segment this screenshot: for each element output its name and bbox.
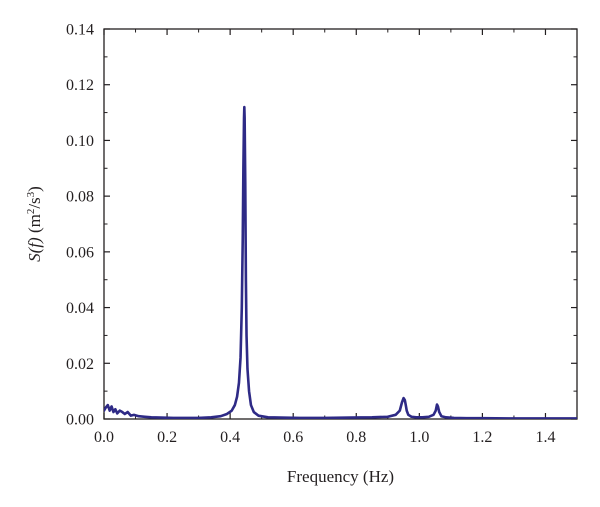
y-axis-tick-labels: 0.00 0.02 0.04 0.06 0.08 0.10 0.12 0.14 xyxy=(66,22,94,429)
y-axis-label-function: S(f) xyxy=(25,237,44,262)
y-tick-label: 0.10 xyxy=(66,133,94,150)
y-tick-label: 0.02 xyxy=(66,356,94,373)
x-tick-label: 1.0 xyxy=(409,429,429,446)
x-tick-label: 0.0 xyxy=(94,429,114,446)
y-tick-label: 0.04 xyxy=(66,300,94,317)
series-layer xyxy=(104,105,577,419)
y-axis-label-unit-mid: /s xyxy=(25,197,44,208)
spectrum-line xyxy=(104,105,577,419)
y-axis-label-unit-exp2: 3 xyxy=(25,191,37,197)
x-tick-label: 0.8 xyxy=(346,429,366,446)
y-tick-label: 0.06 xyxy=(66,244,94,261)
y-axis-label-unit-open: (m xyxy=(25,214,44,237)
y-tick-label: 0.14 xyxy=(66,22,94,39)
y-axis-label: S(f) (m2/s3) xyxy=(25,186,44,262)
x-tick-label: 0.6 xyxy=(283,429,303,446)
x-axis-label: Frequency (Hz) xyxy=(287,467,394,486)
x-tick-label: 0.4 xyxy=(220,429,240,446)
y-tick-label: 0.12 xyxy=(66,77,94,94)
y-axis-label-unit-exp1: 2 xyxy=(25,209,37,215)
x-axis-tick-labels: 0.0 0.2 0.4 0.6 0.8 1.0 1.2 1.4 xyxy=(94,429,555,446)
y-tick-label: 0.00 xyxy=(66,412,94,429)
x-tick-label: 1.2 xyxy=(472,429,492,446)
x-tick-label: 0.2 xyxy=(157,429,177,446)
x-tick-label: 1.4 xyxy=(535,429,555,446)
y-axis-label-unit-close: ) xyxy=(25,186,44,192)
y-tick-label: 0.08 xyxy=(66,189,94,206)
